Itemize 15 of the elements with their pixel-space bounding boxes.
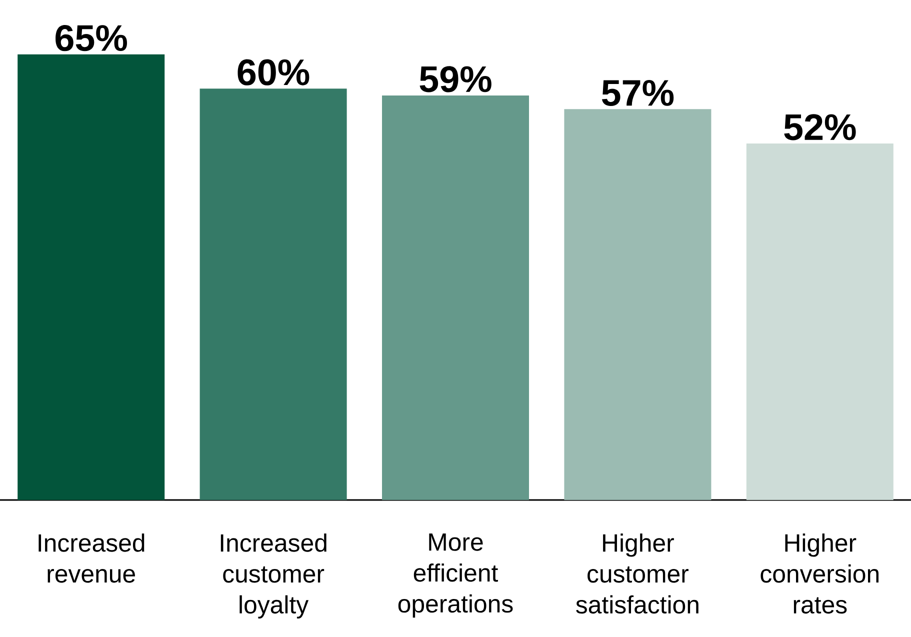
x-tick-label: Higher customer satisfaction <box>576 534 698 614</box>
data-label: 59% <box>420 66 492 92</box>
bar <box>746 143 894 500</box>
bar <box>200 88 347 500</box>
data-label: 65% <box>56 25 127 52</box>
x-tick-label: Increased customer loyalty <box>220 534 326 619</box>
x-tick-label: Higher conversion rates <box>760 534 878 614</box>
x-tick-label: Increased revenue <box>38 534 144 583</box>
data-label: 52% <box>784 114 856 140</box>
data-label: 57% <box>602 80 674 106</box>
bar <box>564 109 712 500</box>
bar <box>18 54 165 500</box>
data-label: 60% <box>238 59 310 86</box>
bar <box>382 95 530 500</box>
x-tick-label: More efficient operations <box>398 534 513 618</box>
